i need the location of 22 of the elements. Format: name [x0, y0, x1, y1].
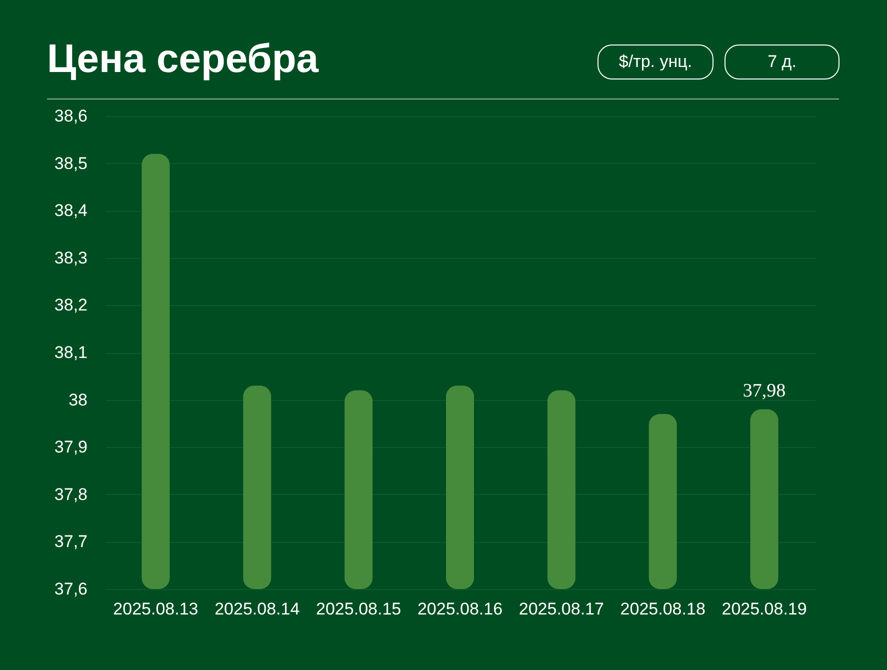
y-tick-label: 37,7 [54, 532, 88, 552]
chart-title: Цена серебра [47, 37, 320, 81]
text: 7 д. [768, 52, 796, 71]
x-tick-label: 2025.08.16 [417, 600, 503, 618]
y-tick-label: 38,1 [54, 343, 88, 362]
x-tick-label: 2025.08.17 [518, 600, 604, 618]
y-tick-label: 38,4 [54, 201, 88, 220]
y-tick-label: 37,8 [54, 484, 88, 504]
y-tick-label: 38,5 [54, 154, 88, 173]
x-tick-label: 2025.08.13 [113, 600, 198, 618]
y-tick-label: 38,3 [54, 248, 88, 268]
x-tick-label: 2025.08.14 [214, 600, 300, 618]
y-tick-label: 37,6 [54, 580, 88, 598]
data-label: 37,98 [742, 380, 786, 402]
text: $/тр. унц. [618, 52, 692, 71]
x-tick-label: 2025.08.15 [316, 600, 402, 618]
x-tick-label: 2025.08.19 [722, 600, 807, 618]
y-tick-label: 38,6 [54, 106, 88, 126]
y-tick-label: 38,2 [54, 296, 88, 315]
x-tick-label: 2025.08.18 [620, 600, 706, 618]
y-tick-label: 38 [68, 390, 88, 410]
y-tick-label: 37,9 [54, 438, 88, 457]
